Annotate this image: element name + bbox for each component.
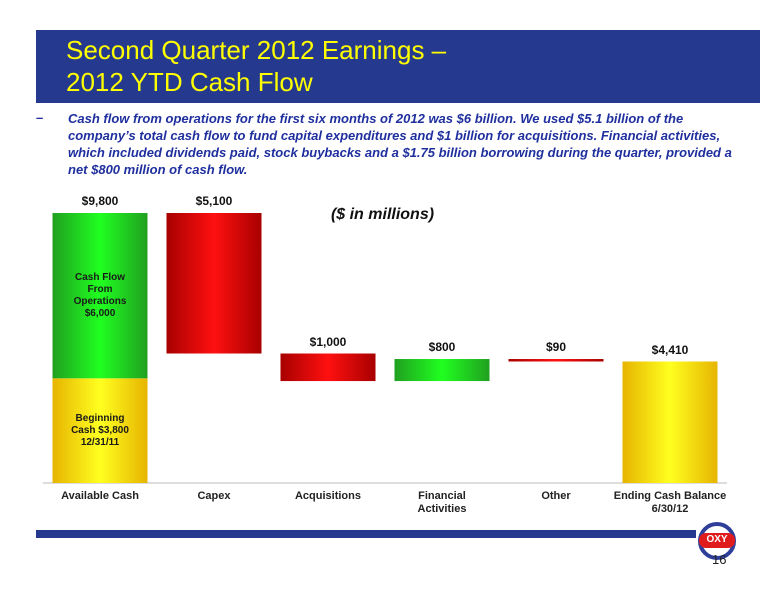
value-label: $800: [428, 340, 456, 355]
value-label: $1,000: [309, 334, 347, 349]
x-tick-label: Ending Cash Balance 6/30/12: [613, 490, 727, 515]
bar: [166, 213, 262, 354]
segment-label: Beginning Cash $3,800 12/31/11: [71, 412, 129, 448]
header-band: [36, 30, 760, 103]
slide-title: Second Quarter 2012 Earnings – 2012 YTD …: [66, 35, 447, 97]
bullet-marker: –: [36, 110, 44, 125]
bar: [508, 359, 604, 362]
value-label: $4,410: [651, 342, 689, 357]
bar-segment: [52, 378, 148, 483]
x-tick-label: Capex: [197, 490, 231, 502]
bullet-text: Cash flow from operations for the first …: [68, 111, 732, 177]
page-number: 16: [712, 552, 727, 567]
x-tick-label: Other: [541, 490, 571, 502]
bar: [622, 361, 718, 483]
bar-segment: [52, 213, 148, 379]
x-tick-label: Available Cash: [61, 490, 139, 502]
logo-text: OXY: [706, 534, 728, 545]
bar: [394, 359, 490, 382]
footer-band: [36, 530, 696, 538]
value-label: $9,800: [81, 194, 119, 208]
value-label: $90: [545, 340, 567, 355]
x-tick-label: Acquisitions: [294, 490, 361, 502]
logo-badge: [699, 533, 735, 548]
segment-label: Cash Flow From Operations $6,000: [73, 271, 127, 319]
value-label: $5,100: [195, 194, 233, 208]
bar: [280, 353, 376, 382]
chart-subtitle: ($ in millions): [330, 206, 435, 223]
x-tick-label: Financial Activities: [417, 490, 467, 515]
